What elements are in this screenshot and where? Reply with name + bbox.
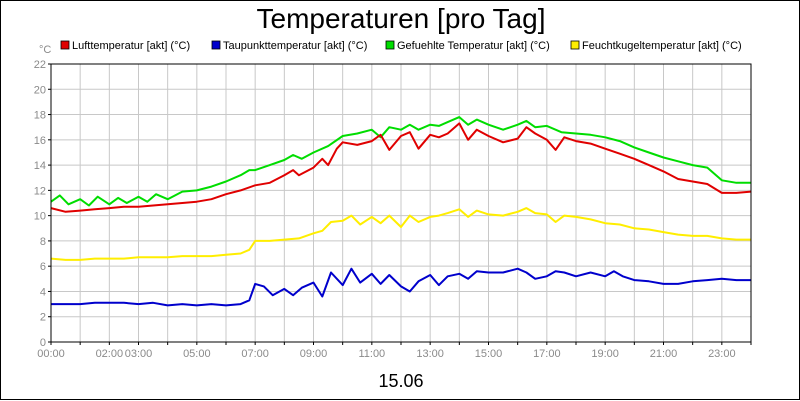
y-axis-ticks: 0 2 4 6 8 10 12 14 16 18 20 22 <box>34 59 51 349</box>
legend-label: Gefuehlte Temperatur [akt] (°C) <box>397 40 550 52</box>
x-axis-date-label: 15.06 <box>378 371 423 391</box>
legend-swatch <box>60 40 70 50</box>
x-tick-label: 02:00 <box>96 348 124 360</box>
series-line <box>50 116 751 207</box>
y-tick-label: 4 <box>40 286 46 298</box>
x-tick-label: 17:00 <box>533 348 561 360</box>
y-tick-label: 20 <box>34 84 46 96</box>
series-lines <box>50 116 752 307</box>
legend-label: Lufttemperatur [akt] (°C) <box>72 40 190 52</box>
x-tick-label: 21:00 <box>650 348 678 360</box>
y-tick-label: 12 <box>34 185 46 197</box>
y-tick-label: 18 <box>34 110 46 122</box>
x-axis-ticks: 00:00 02:00 03:00 05:00 07:00 09:00 11:00 13:00… <box>37 342 752 360</box>
series-line <box>50 207 751 261</box>
y-tick-label: 2 <box>40 312 46 324</box>
x-tick-label: 00:00 <box>37 348 65 360</box>
y-tick-label: 16 <box>34 135 46 147</box>
y-tick-label: 6 <box>40 261 46 273</box>
legend-label: Feuchtkugeltemperatur [akt] (°C) <box>582 40 742 52</box>
x-tick-label: 15:00 <box>475 348 503 360</box>
x-tick-label: 13:00 <box>416 348 444 360</box>
grid <box>50 63 752 343</box>
y-axis-unit: °C <box>39 44 51 56</box>
x-tick-label: 03:00 <box>125 348 153 360</box>
legend: Lufttemperatur [akt] (°C) Taupunkttempera… <box>60 40 742 52</box>
series-line <box>51 267 751 307</box>
y-tick-label: 8 <box>40 236 46 248</box>
legend-swatch <box>211 40 221 50</box>
y-tick-label: 22 <box>34 59 46 71</box>
plot-area-border <box>50 63 752 343</box>
x-tick-label: 23:00 <box>708 348 736 360</box>
legend-label: Taupunkttemperatur [akt] (°C) <box>223 40 367 52</box>
series-line <box>50 122 752 213</box>
y-tick-label: 14 <box>34 160 46 172</box>
x-tick-label: 05:00 <box>183 348 211 360</box>
legend-swatch <box>570 40 580 50</box>
x-tick-label: 19:00 <box>591 348 619 360</box>
legend-swatch <box>385 40 395 50</box>
x-tick-label: 11:00 <box>358 348 385 360</box>
x-tick-label: 09:00 <box>300 348 328 360</box>
y-tick-label: 0 <box>40 337 46 349</box>
y-tick-label: 10 <box>34 211 46 223</box>
x-tick-label: 07:00 <box>241 348 269 360</box>
chart-title: Temperaturen [pro Tag] <box>257 3 546 34</box>
